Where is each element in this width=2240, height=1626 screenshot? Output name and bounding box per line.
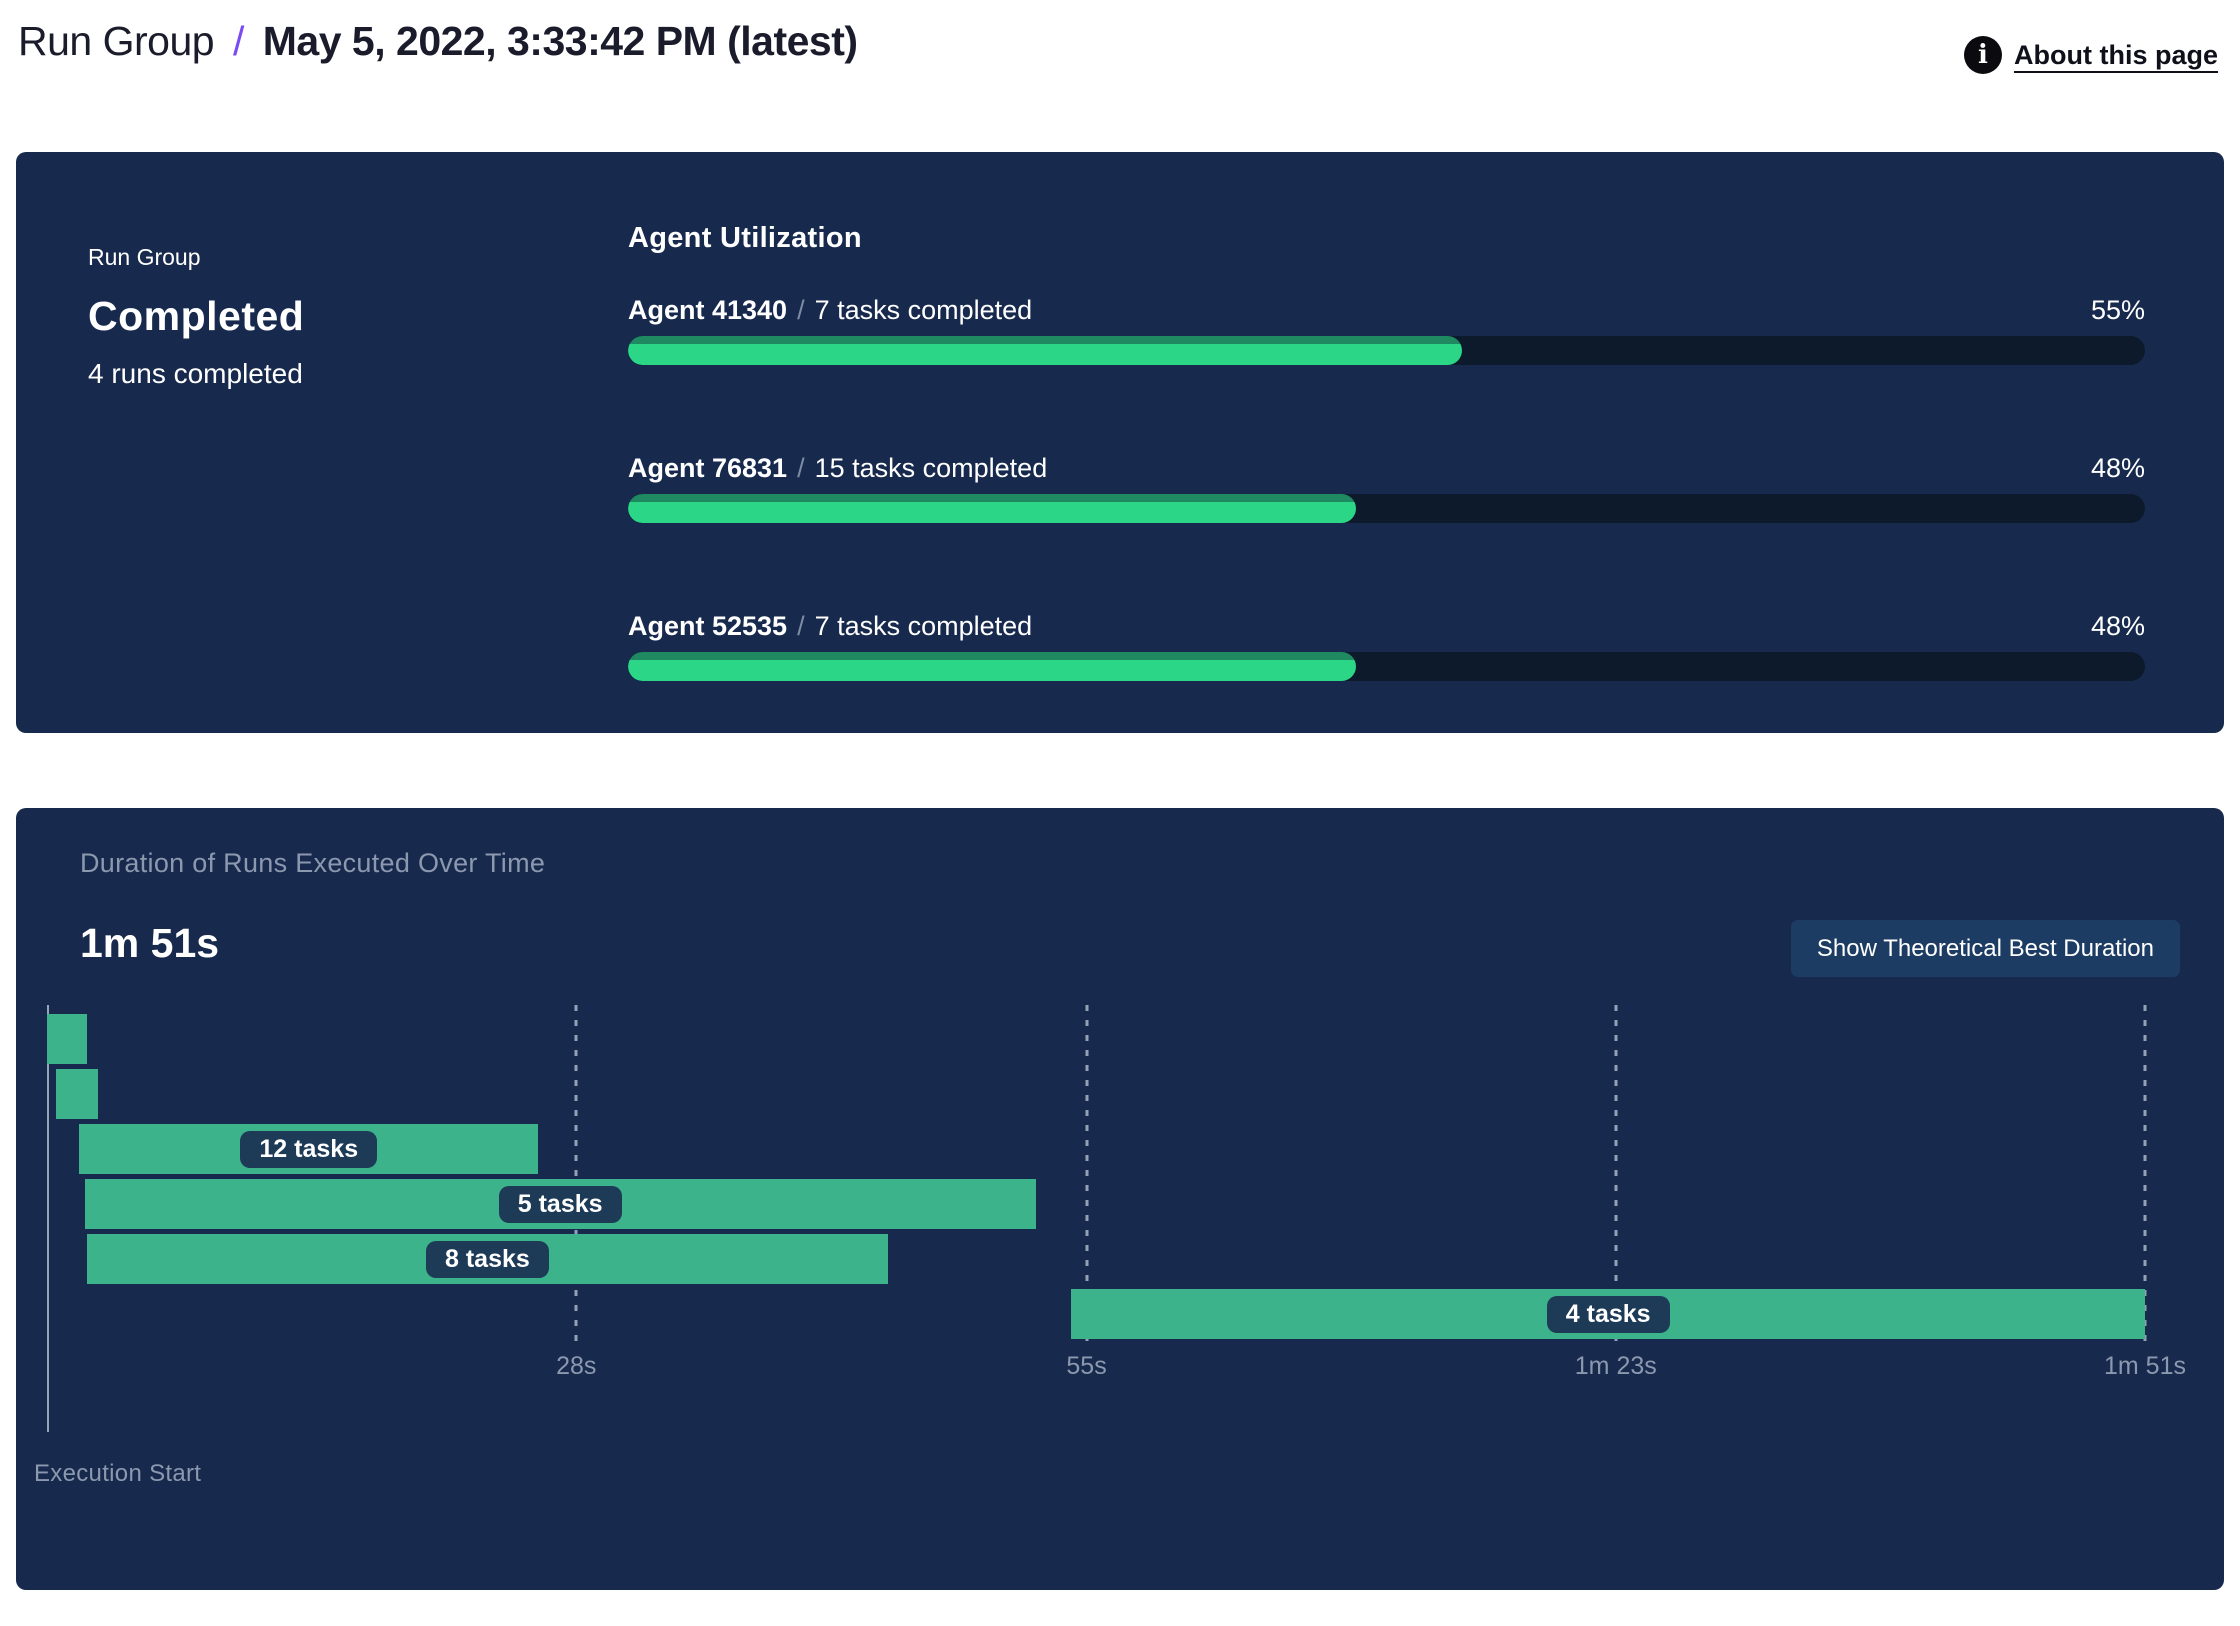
breadcrumb-separator: / <box>232 18 244 64</box>
agent-utilization-bar-fill <box>628 494 1357 523</box>
agent-utilization-bar-fill <box>628 652 1357 681</box>
run-tasks-count-pill: 8 tasks <box>425 1240 549 1278</box>
gridline <box>1085 1005 1089 1343</box>
run-duration-bar[interactable]: 4 tasks <box>1071 1289 2145 1339</box>
agent-utilization-bar-fill <box>628 336 1463 365</box>
agent-separator: / <box>797 611 805 641</box>
agent-utilization-title: Agent Utilization <box>628 222 862 254</box>
run-tasks-count-pill: 12 tasks <box>240 1130 378 1168</box>
run-duration-bar[interactable] <box>56 1069 99 1119</box>
run-duration-bar[interactable] <box>47 1014 87 1064</box>
run-tasks-count-pill: 4 tasks <box>1546 1295 1670 1333</box>
agent-name: Agent 76831 <box>628 453 788 483</box>
agent-utilization-bar <box>628 336 2145 365</box>
x-axis-tick-label: 1m 23s <box>1574 1352 1657 1380</box>
gridline <box>574 1005 578 1343</box>
run-group-status-panel: Run Group Completed 4 runs completed <box>16 152 628 733</box>
run-group-summary-card: Run Group Completed 4 runs completed Age… <box>16 152 2224 733</box>
breadcrumb: Run Group / May 5, 2022, 3:33:42 PM (lat… <box>18 14 858 68</box>
run-group-label: Run Group <box>88 244 201 270</box>
x-axis-tick-label: 55s <box>1066 1352 1107 1380</box>
show-theoretical-best-duration-button[interactable]: Show Theoretical Best Duration <box>1790 920 2180 977</box>
agent-utilization-bar <box>628 494 2145 523</box>
agent-tasks-completed: 15 tasks completed <box>814 453 1048 483</box>
agent-utilization-row: Agent 41340 / 7 tasks completed 55% <box>628 294 2145 365</box>
agent-separator: / <box>797 295 805 325</box>
about-link[interactable]: About this page <box>2014 39 2218 70</box>
agent-tasks-completed: 7 tasks completed <box>814 611 1033 641</box>
x-axis-tick-label: 1m 51s <box>2104 1352 2186 1380</box>
agent-utilization-percent: 48% <box>2090 611 2145 641</box>
run-duration-bar[interactable]: 8 tasks <box>86 1234 889 1284</box>
agent-utilization-percent: 48% <box>2090 453 2145 483</box>
runs-completed-count: 4 runs completed <box>88 358 303 389</box>
duration-chart-title: Duration of Runs Executed Over Time <box>80 848 546 878</box>
page-title: May 5, 2022, 3:33:42 PM (latest) <box>262 18 858 64</box>
info-icon: i <box>1964 36 2002 74</box>
agent-name: Agent 41340 <box>628 295 788 325</box>
run-duration-bar[interactable]: 12 tasks <box>79 1124 539 1174</box>
run-duration-bar[interactable]: 5 tasks <box>84 1179 1036 1229</box>
run-group-status: Completed <box>88 293 305 339</box>
total-duration-value: 1m 51s <box>80 920 220 966</box>
page-header: Run Group / May 5, 2022, 3:33:42 PM (lat… <box>0 0 2240 150</box>
agent-utilization-panel: Agent Utilization Agent 41340 / 7 tasks … <box>628 152 2224 733</box>
execution-start-label: Execution Start <box>34 1460 202 1487</box>
agent-utilization-row: Agent 76831 / 15 tasks completed 48% <box>628 452 2145 523</box>
agent-utilization-row: Agent 52535 / 7 tasks completed 48% <box>628 610 2145 681</box>
execution-start-axis-line <box>47 1005 49 1432</box>
agent-utilization-percent: 55% <box>2090 295 2145 325</box>
x-axis-tick-label: 28s <box>556 1352 597 1380</box>
breadcrumb-run-group[interactable]: Run Group <box>18 18 215 64</box>
run-tasks-count-pill: 5 tasks <box>498 1185 622 1223</box>
agent-separator: / <box>797 453 805 483</box>
duration-card: Duration of Runs Executed Over Time 1m 5… <box>16 808 2224 1590</box>
agent-tasks-completed: 7 tasks completed <box>814 295 1033 325</box>
agent-utilization-bar <box>628 652 2145 681</box>
about-this-page[interactable]: i About this page <box>1964 36 2218 74</box>
gridline <box>2143 1005 2147 1343</box>
agent-name: Agent 52535 <box>628 611 788 641</box>
gridline <box>1614 1005 1618 1343</box>
gantt-chart: 28s 55s 1m 23s 1m 51s 12 tasks 5 tasks 8 tasks… <box>47 1005 2186 1432</box>
